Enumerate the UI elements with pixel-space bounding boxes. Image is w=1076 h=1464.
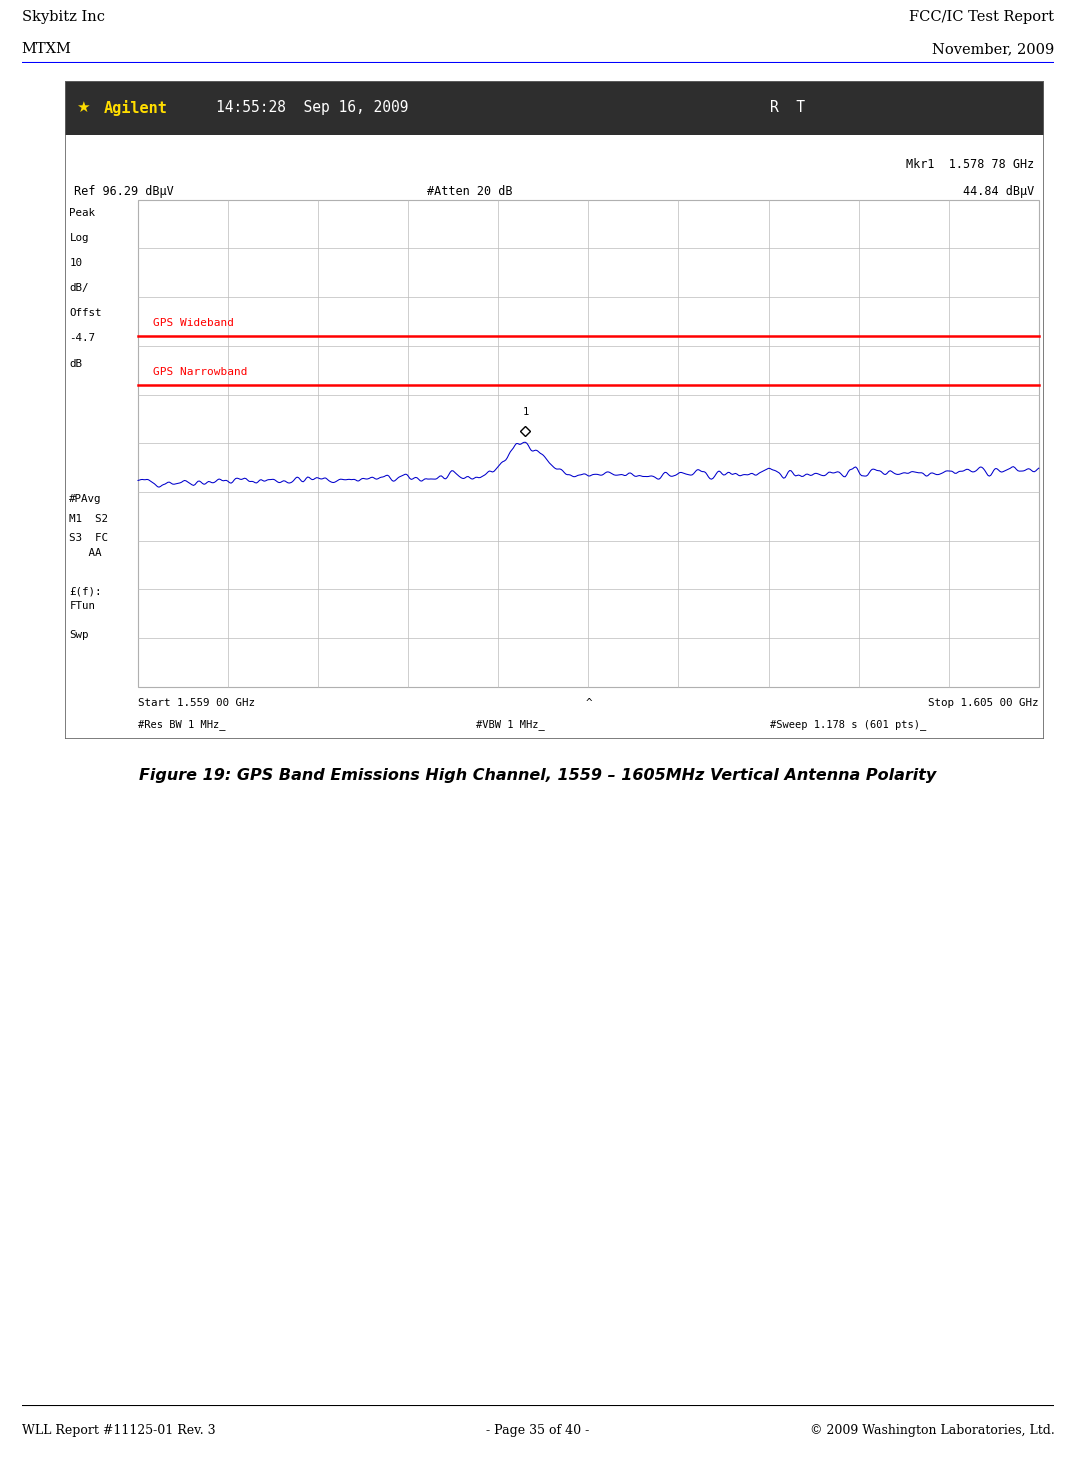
- Bar: [138, 199, 1038, 687]
- Text: Ref 96.29 dBµV: Ref 96.29 dBµV: [74, 186, 174, 198]
- Text: dB: dB: [70, 359, 83, 369]
- Text: dB/: dB/: [70, 284, 89, 293]
- Text: Figure 19: GPS Band Emissions High Channel, 1559 – 1605MHz Vertical Antenna Pola: Figure 19: GPS Band Emissions High Chann…: [140, 769, 936, 783]
- Text: Mkr1  1.578 78 GHz: Mkr1 1.578 78 GHz: [906, 158, 1034, 171]
- Text: 1: 1: [522, 407, 528, 417]
- Text: Swp: Swp: [70, 631, 89, 640]
- Text: GPS Wideband: GPS Wideband: [153, 318, 233, 328]
- Text: #PAvg: #PAvg: [70, 495, 102, 504]
- Text: 10: 10: [70, 258, 83, 268]
- Text: Start 1.559 00 GHz: Start 1.559 00 GHz: [138, 698, 255, 709]
- Text: R  T: R T: [769, 100, 805, 116]
- Text: 44.84 dBµV: 44.84 dBµV: [963, 186, 1034, 198]
- Text: WLL Report #11125-01 Rev. 3: WLL Report #11125-01 Rev. 3: [22, 1423, 215, 1436]
- Text: GPS Narrowband: GPS Narrowband: [153, 367, 247, 376]
- Text: -4.7: -4.7: [70, 334, 96, 344]
- Text: Agilent: Agilent: [103, 100, 168, 116]
- Text: FTun: FTun: [70, 602, 96, 612]
- Text: Peak: Peak: [70, 208, 96, 218]
- Text: #Res BW 1 MHz_: #Res BW 1 MHz_: [138, 719, 226, 731]
- Text: #Sweep 1.178 s (601 pts)_: #Sweep 1.178 s (601 pts)_: [769, 719, 925, 731]
- Text: ★: ★: [76, 100, 90, 116]
- Text: M1  S2: M1 S2: [70, 514, 109, 524]
- Text: #Atten 20 dB: #Atten 20 dB: [427, 186, 512, 198]
- Text: Skybitz Inc: Skybitz Inc: [22, 10, 104, 23]
- Text: Offst: Offst: [70, 309, 102, 319]
- Text: Stop 1.605 00 GHz: Stop 1.605 00 GHz: [929, 698, 1038, 709]
- Text: AA: AA: [70, 548, 102, 558]
- Text: © 2009 Washington Laboratories, Ltd.: © 2009 Washington Laboratories, Ltd.: [810, 1423, 1054, 1436]
- Text: S3  FC: S3 FC: [70, 533, 109, 543]
- Text: ^: ^: [585, 698, 592, 709]
- Text: 14:55:28  Sep 16, 2009: 14:55:28 Sep 16, 2009: [216, 100, 409, 116]
- Text: - Page 35 of 40 -: - Page 35 of 40 -: [486, 1423, 590, 1436]
- Text: #VBW 1 MHz_: #VBW 1 MHz_: [476, 719, 544, 731]
- Text: MTXM: MTXM: [22, 42, 71, 56]
- Text: £(f):: £(f):: [70, 587, 102, 597]
- Text: FCC/IC Test Report: FCC/IC Test Report: [909, 10, 1054, 23]
- Text: Log: Log: [70, 233, 89, 243]
- Text: November, 2009: November, 2009: [932, 42, 1054, 56]
- Bar: [65, 81, 1044, 135]
